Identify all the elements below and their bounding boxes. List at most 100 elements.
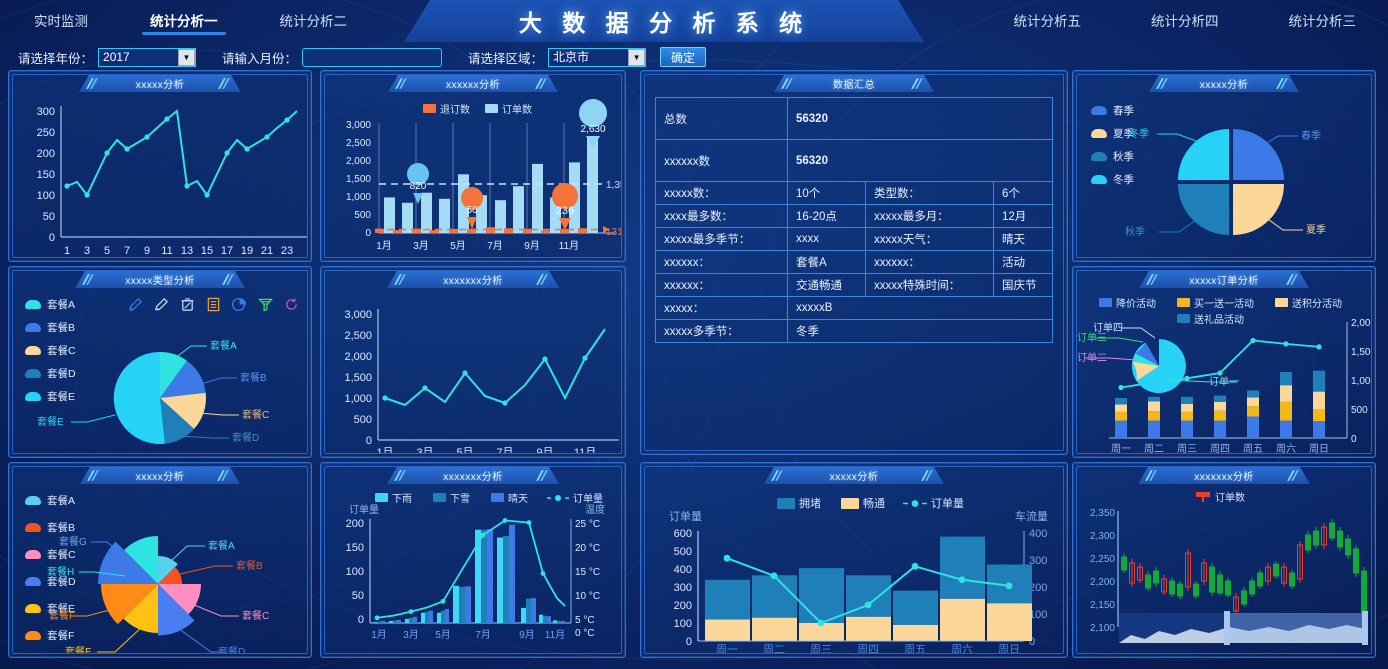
month-label: 请输入月份： bbox=[222, 51, 298, 66]
pie-overlay bbox=[1131, 339, 1186, 393]
svg-text:2,250: 2,250 bbox=[1090, 554, 1115, 565]
nav-item-realtime[interactable]: 实时监测 bbox=[34, 14, 88, 29]
panel-title: xxxxxxx分析 bbox=[1194, 472, 1254, 483]
cell-label: xxxxxx： bbox=[865, 250, 994, 274]
submit-button[interactable]: 确定 bbox=[660, 47, 707, 67]
panel-header: xxxxxxx分析 bbox=[387, 271, 559, 288]
svg-text:2,150: 2,150 bbox=[1090, 600, 1115, 611]
header-slash-left-icon bbox=[394, 274, 407, 285]
nav-item-stat-2[interactable]: 统计分析二 bbox=[279, 14, 348, 29]
svg-text:10 °C: 10 °C bbox=[575, 591, 600, 602]
legend-swatch-orders bbox=[485, 104, 498, 113]
svg-text:1月: 1月 bbox=[376, 447, 393, 454]
legend-snow[interactable]: 下雪 bbox=[433, 490, 470, 505]
header-slash-right-icon bbox=[911, 78, 924, 89]
pie-label-a: 套餐A bbox=[210, 339, 237, 352]
pie-slice-summer bbox=[1233, 184, 1284, 235]
header-slash-left-icon bbox=[1146, 274, 1159, 285]
svg-text:5月: 5月 bbox=[456, 447, 473, 454]
overlay-label-1: 订单一 bbox=[1209, 376, 1239, 388]
svg-text:周五: 周五 bbox=[1243, 443, 1263, 454]
header-slash-left-icon bbox=[781, 78, 794, 89]
svg-text:周四: 周四 bbox=[1210, 443, 1230, 454]
header-slash-right-icon bbox=[1286, 274, 1299, 285]
legend-sunny[interactable]: 晴天 bbox=[491, 490, 528, 505]
legend-smooth[interactable]: 畅通 bbox=[841, 495, 885, 511]
header-slash-right-icon bbox=[217, 470, 230, 481]
nav-item-stat-4[interactable]: 统计分析四 bbox=[1151, 14, 1219, 29]
legend-line-icon bbox=[903, 499, 927, 507]
legend-swatch-congested bbox=[777, 497, 795, 509]
svg-text:1,500: 1,500 bbox=[1351, 347, 1372, 358]
table-row: xxxxx多季节： 冬季 bbox=[655, 319, 1053, 343]
legend-refund[interactable]: 退订数 bbox=[423, 101, 470, 116]
datazoom-handle-left[interactable] bbox=[1224, 611, 1230, 645]
cell-value: 6个 bbox=[993, 181, 1053, 205]
svg-text:3,000: 3,000 bbox=[346, 120, 371, 131]
svg-text:5 °C: 5 °C bbox=[575, 615, 595, 626]
pie-label-d: 套餐D bbox=[232, 431, 259, 444]
legend-congested[interactable]: 拥堵 bbox=[777, 495, 821, 511]
svg-text:300: 300 bbox=[37, 106, 55, 118]
svg-text:56: 56 bbox=[466, 205, 478, 216]
datazoom-window[interactable] bbox=[1227, 613, 1365, 643]
table-row: xxxxxx： 套餐A xxxxxx： 活动 bbox=[655, 250, 1053, 274]
cell-value: 活动 bbox=[993, 250, 1053, 274]
panel-inner: xxxxxx分析 退订数 订单数 3,000 2,500 2,000 1,500 1,… bbox=[324, 74, 622, 258]
panel-title: xxxxxx分析 bbox=[446, 80, 500, 91]
header-slash-right-icon bbox=[218, 78, 231, 89]
svg-text:100: 100 bbox=[37, 190, 55, 202]
nav-item-stat-3[interactable]: 统计分析三 bbox=[1288, 14, 1357, 29]
svg-text:500: 500 bbox=[354, 210, 371, 221]
legend-orders-line[interactable]: 订单量 bbox=[547, 490, 603, 505]
cell-label: xxxxx最多月： bbox=[865, 204, 994, 228]
rose-label-e: 套餐E bbox=[65, 645, 92, 654]
month-input[interactable] bbox=[302, 47, 443, 67]
pie-label-winter: 冬季 bbox=[1129, 127, 1149, 140]
svg-text:15: 15 bbox=[201, 245, 213, 257]
legend-orders-line[interactable]: 订单量 bbox=[903, 495, 964, 511]
svg-text:7月: 7月 bbox=[487, 240, 503, 252]
svg-text:9月: 9月 bbox=[519, 629, 535, 641]
legend-label-rain: 下雨 bbox=[392, 494, 412, 505]
region-select[interactable]: 北京市 bbox=[548, 47, 647, 67]
panel-header: xxxxx分析 bbox=[764, 467, 944, 484]
panel-title: xxxxx分析 bbox=[1199, 80, 1249, 91]
svg-text:周五: 周五 bbox=[904, 643, 926, 654]
svg-text:100: 100 bbox=[346, 566, 364, 578]
svg-text:500: 500 bbox=[674, 546, 692, 558]
nav-item-stat-1[interactable]: 统计分析一 bbox=[142, 0, 225, 38]
nav-item-stat-5[interactable]: 统计分析五 bbox=[1013, 14, 1082, 29]
nav-right-group: 统计分析五 统计分析四 统计分析三 bbox=[1010, 0, 1361, 38]
markline-label-refund: 131, bbox=[606, 227, 622, 238]
svg-text:1月: 1月 bbox=[371, 629, 387, 641]
svg-text:1,000: 1,000 bbox=[344, 393, 372, 405]
panel-inner: xxxxx订单分析 降价活动 买一送一活动 送积分活动 送礼品活动 2,0001… bbox=[1076, 270, 1372, 454]
svg-text:300: 300 bbox=[674, 582, 692, 594]
svg-text:2,500: 2,500 bbox=[344, 330, 372, 342]
svg-text:500: 500 bbox=[354, 414, 372, 426]
svg-text:周日: 周日 bbox=[1309, 443, 1329, 454]
axis-label-left: 订单量 bbox=[349, 504, 379, 516]
svg-text:15 °C: 15 °C bbox=[575, 567, 600, 578]
axis-label-right: 车流量 bbox=[1015, 509, 1048, 523]
table-row: xxxx最多数： 16-20点 xxxxx最多月： 12月 bbox=[655, 204, 1053, 228]
panel-header: xxxxxx分析 bbox=[388, 75, 558, 92]
chart-pie-season: 春季 夏季 秋季 冬季 bbox=[1079, 92, 1369, 255]
svg-text:2,500: 2,500 bbox=[346, 138, 371, 149]
summary-label-xcount: xxxxxx数 bbox=[655, 139, 788, 182]
summary-value-total: 56320 bbox=[787, 97, 1053, 140]
panel-title: xxxxx分析 bbox=[829, 472, 879, 483]
legend-rain[interactable]: 下雨 bbox=[375, 490, 412, 505]
year-select[interactable]: 2017 bbox=[98, 47, 197, 67]
panel-inner: 数据汇总 总数 56320 xxxxxx数 56320 xxxxx数： 10个 … bbox=[644, 74, 1064, 451]
cell-label: xxxxx多季节： bbox=[655, 319, 788, 343]
svg-text:200: 200 bbox=[674, 600, 692, 612]
legend-orders[interactable]: 订单数 bbox=[485, 101, 532, 116]
cell-label: 类型数： bbox=[865, 181, 994, 205]
svg-text:0: 0 bbox=[358, 614, 364, 626]
table-row: xxxxx： xxxxxB bbox=[655, 296, 1053, 320]
datazoom-handle-right[interactable] bbox=[1362, 611, 1368, 645]
summary-label-total: 总数 bbox=[655, 97, 788, 140]
svg-text:600: 600 bbox=[674, 528, 692, 540]
